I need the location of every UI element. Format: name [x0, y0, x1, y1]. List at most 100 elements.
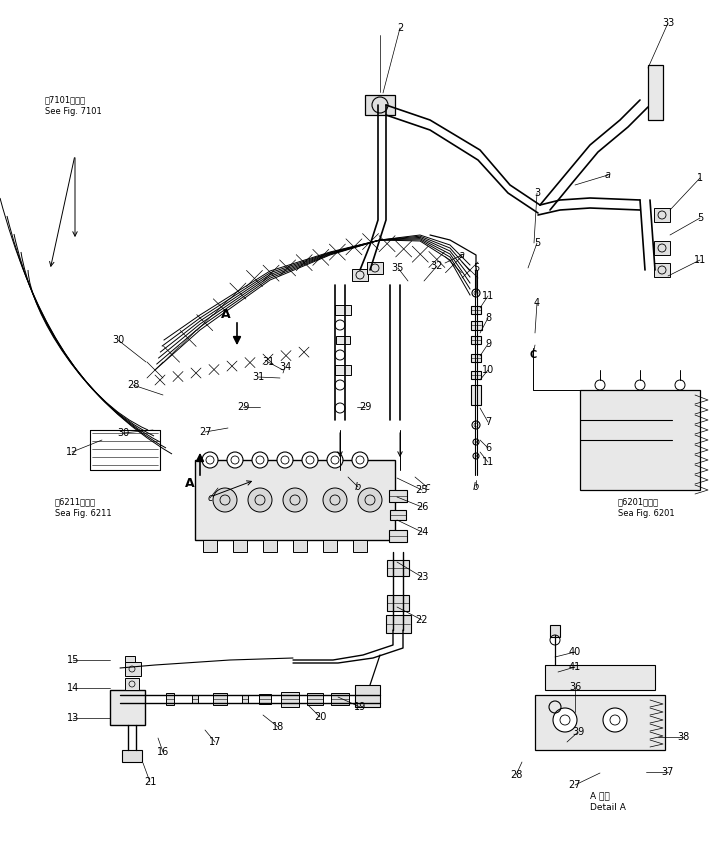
Bar [307, 693, 323, 705]
Text: 8: 8 [485, 313, 491, 323]
Text: A 詳細: A 詳細 [590, 791, 610, 800]
Circle shape [302, 452, 318, 468]
Bar [471, 336, 481, 344]
Bar [323, 540, 337, 552]
Text: 41: 41 [569, 662, 581, 672]
Bar [387, 595, 409, 611]
Bar [648, 65, 663, 120]
Bar [259, 694, 271, 704]
Bar [125, 662, 141, 676]
Bar [353, 540, 367, 552]
Text: 18: 18 [272, 722, 284, 732]
Text: 26: 26 [416, 502, 428, 512]
Text: b: b [355, 482, 361, 492]
Bar [355, 685, 380, 707]
Text: 7: 7 [485, 417, 491, 427]
Bar [335, 365, 351, 375]
Text: 30: 30 [117, 428, 129, 438]
Text: 2: 2 [397, 23, 403, 33]
Circle shape [352, 452, 368, 468]
Text: 5: 5 [697, 213, 703, 223]
Bar [367, 262, 383, 274]
Text: 11: 11 [694, 255, 706, 265]
Text: 15: 15 [67, 655, 79, 665]
Bar [125, 678, 139, 690]
Bar [203, 540, 217, 552]
Bar [471, 385, 481, 405]
Bar [281, 692, 299, 707]
Text: 27: 27 [199, 427, 211, 437]
Circle shape [252, 452, 268, 468]
Circle shape [213, 488, 237, 512]
Text: A: A [185, 477, 195, 489]
Text: c: c [424, 482, 429, 492]
Circle shape [603, 708, 627, 732]
Circle shape [202, 452, 218, 468]
Text: 28: 28 [510, 770, 522, 780]
Text: 27: 27 [569, 780, 581, 790]
Text: 1: 1 [697, 173, 703, 183]
Bar [386, 615, 411, 633]
Text: 16: 16 [157, 747, 169, 757]
Circle shape [227, 452, 243, 468]
Text: 17: 17 [209, 737, 222, 747]
Text: 13: 13 [67, 713, 79, 723]
Text: 33: 33 [662, 18, 674, 28]
Text: 38: 38 [677, 732, 689, 742]
Text: Sea Fig. 6211: Sea Fig. 6211 [55, 509, 111, 518]
Text: 36: 36 [569, 682, 581, 692]
Bar [263, 540, 277, 552]
Bar [192, 695, 198, 703]
Bar [654, 241, 670, 255]
Bar [471, 354, 481, 362]
Bar [352, 269, 368, 281]
Text: 32: 32 [431, 261, 443, 271]
Text: 28: 28 [127, 380, 139, 390]
Bar [390, 510, 406, 520]
Text: C: C [529, 350, 536, 360]
Text: 39: 39 [572, 727, 584, 737]
Text: 24: 24 [416, 527, 428, 537]
Text: 5: 5 [534, 238, 540, 248]
Text: 22: 22 [416, 615, 429, 625]
Text: a: a [459, 250, 465, 260]
Circle shape [283, 488, 307, 512]
Bar [166, 693, 174, 705]
Text: 4: 4 [534, 298, 540, 308]
Text: 23: 23 [416, 572, 428, 582]
Bar [545, 665, 655, 690]
Text: 19: 19 [354, 702, 366, 712]
Text: b: b [473, 482, 479, 492]
Text: 第6211図参照: 第6211図参照 [55, 497, 96, 506]
Text: 3: 3 [534, 188, 540, 198]
Text: 37: 37 [662, 767, 674, 777]
Text: 12: 12 [66, 447, 78, 457]
Circle shape [277, 452, 293, 468]
Bar [125, 656, 135, 662]
Bar [471, 306, 481, 314]
Circle shape [327, 452, 343, 468]
Bar [654, 208, 670, 222]
Text: A: A [222, 308, 231, 322]
Polygon shape [195, 460, 395, 540]
Text: See Fig. 7101: See Fig. 7101 [45, 107, 102, 116]
Bar [122, 750, 142, 762]
Text: 29: 29 [359, 402, 371, 412]
Text: 30: 30 [112, 335, 124, 345]
Bar [471, 321, 482, 330]
Bar [387, 560, 409, 576]
Text: a: a [605, 170, 611, 180]
Text: 21: 21 [144, 777, 156, 787]
Text: Detail A: Detail A [590, 803, 626, 812]
Bar [110, 690, 145, 725]
Bar [335, 305, 351, 315]
Bar [471, 371, 481, 379]
Bar [654, 263, 670, 277]
Bar [336, 336, 350, 344]
Bar [580, 390, 700, 490]
Bar [535, 695, 665, 750]
Text: 31: 31 [262, 357, 274, 367]
Text: 5: 5 [473, 263, 479, 273]
Text: 14: 14 [67, 683, 79, 693]
Bar [293, 540, 307, 552]
